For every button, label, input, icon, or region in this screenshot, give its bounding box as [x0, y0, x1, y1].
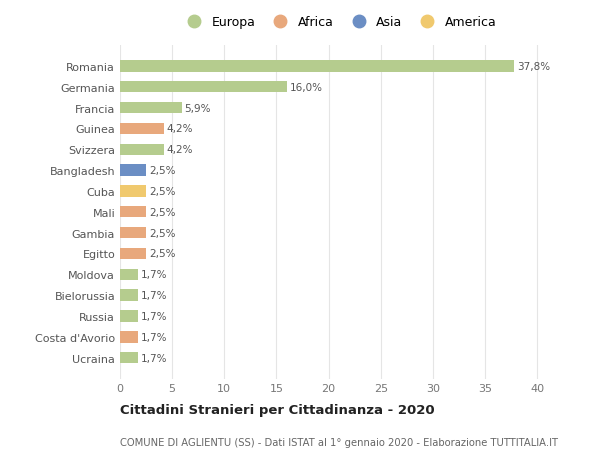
- Text: 1,7%: 1,7%: [141, 270, 167, 280]
- Text: 4,2%: 4,2%: [167, 145, 193, 155]
- Text: 1,7%: 1,7%: [141, 311, 167, 321]
- Text: 2,5%: 2,5%: [149, 186, 176, 196]
- Text: 1,7%: 1,7%: [141, 353, 167, 363]
- Bar: [120, 207, 146, 218]
- Bar: [120, 103, 182, 114]
- Text: 2,5%: 2,5%: [149, 207, 176, 217]
- Text: 1,7%: 1,7%: [141, 291, 167, 301]
- Bar: [120, 61, 514, 73]
- Bar: [120, 352, 138, 364]
- Bar: [120, 227, 146, 239]
- Bar: [120, 82, 287, 93]
- Text: 4,2%: 4,2%: [167, 124, 193, 134]
- Text: 37,8%: 37,8%: [517, 62, 550, 72]
- Text: COMUNE DI AGLIENTU (SS) - Dati ISTAT al 1° gennaio 2020 - Elaborazione TUTTITALI: COMUNE DI AGLIENTU (SS) - Dati ISTAT al …: [120, 437, 558, 447]
- Text: Cittadini Stranieri per Cittadinanza - 2020: Cittadini Stranieri per Cittadinanza - 2…: [120, 403, 434, 416]
- Text: 2,5%: 2,5%: [149, 166, 176, 176]
- Bar: [120, 123, 164, 135]
- Text: 1,7%: 1,7%: [141, 332, 167, 342]
- Text: 2,5%: 2,5%: [149, 228, 176, 238]
- Text: 5,9%: 5,9%: [185, 103, 211, 113]
- Bar: [120, 331, 138, 343]
- Legend: Europa, Africa, Asia, America: Europa, Africa, Asia, America: [178, 12, 500, 33]
- Bar: [120, 248, 146, 260]
- Text: 2,5%: 2,5%: [149, 249, 176, 259]
- Bar: [120, 269, 138, 280]
- Bar: [120, 186, 146, 197]
- Bar: [120, 290, 138, 301]
- Text: 16,0%: 16,0%: [290, 83, 323, 93]
- Bar: [120, 144, 164, 156]
- Bar: [120, 165, 146, 176]
- Bar: [120, 311, 138, 322]
